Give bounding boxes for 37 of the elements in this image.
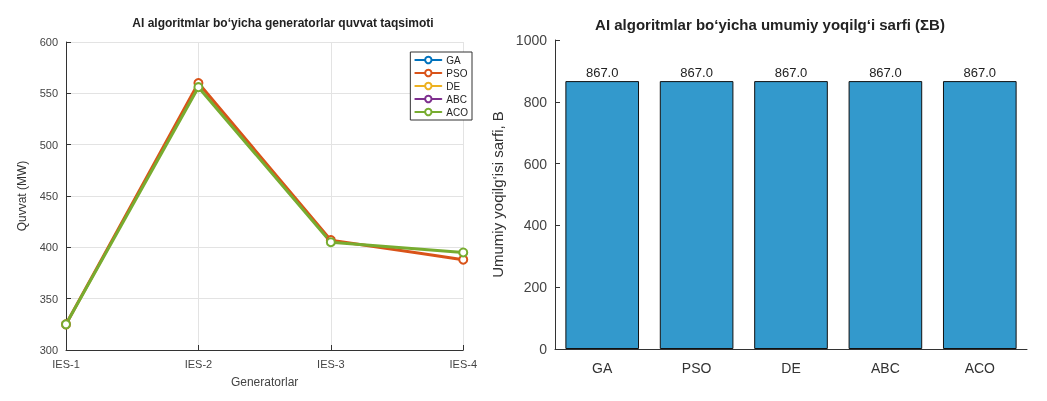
x-tick-label: PSO [681, 360, 712, 376]
y-tick-label: 400 [39, 241, 58, 254]
y-axis-title: Umumiy yoqilg‘isi sarfi, B [488, 111, 506, 278]
x-tick-label: IES-4 [449, 357, 477, 370]
y-tick-label: 350 [39, 292, 58, 305]
data-label: 867.0 [963, 65, 997, 81]
x-tick-label: IES-2 [184, 357, 213, 370]
x-tick-label: GA [592, 360, 613, 376]
legend-label: ACO [446, 106, 469, 118]
x-tick-label: IES-1 [52, 357, 80, 370]
y-tick-label: 200 [523, 279, 548, 296]
chart-title: AI algoritmlar bo‘yicha umumiy yoqilg‘i sarfi (ΣB) [595, 16, 945, 33]
data-label: 867.0 [680, 65, 713, 81]
x-tick-label: DE [781, 360, 801, 376]
y-tick-label: 600 [523, 155, 548, 172]
legend-label: DE [446, 80, 461, 92]
legend-label: PSO [446, 67, 468, 79]
y-tick-label: 1000 [515, 32, 548, 48]
legend-label: GA [446, 54, 462, 66]
y-tick-label: 450 [39, 190, 58, 202]
y-tick-label: 300 [39, 344, 58, 356]
x-tick-label: IES-3 [317, 357, 345, 370]
y-tick-label: 0 [539, 341, 548, 357]
y-axis-title: Quvvat (MW) [15, 160, 29, 232]
y-tick-label: 800 [523, 93, 548, 110]
data-label: 867.0 [869, 65, 902, 81]
x-axis-title: Generatorlar [230, 375, 299, 389]
x-tick-label: ACO [964, 360, 996, 376]
legend-label: ABC [446, 93, 467, 105]
y-tick-label: 600 [39, 36, 58, 48]
x-tick-label: ABC [871, 360, 900, 376]
chart-title: AI algoritmlar bo‘yicha generatorlar quvvat taqsimoti [132, 16, 434, 30]
y-tick-label: 500 [39, 138, 58, 151]
data-label: 867.0 [585, 65, 619, 81]
y-tick-label: 550 [39, 87, 58, 100]
y-tick-label: 400 [523, 217, 548, 234]
data-label: 867.0 [774, 65, 808, 81]
